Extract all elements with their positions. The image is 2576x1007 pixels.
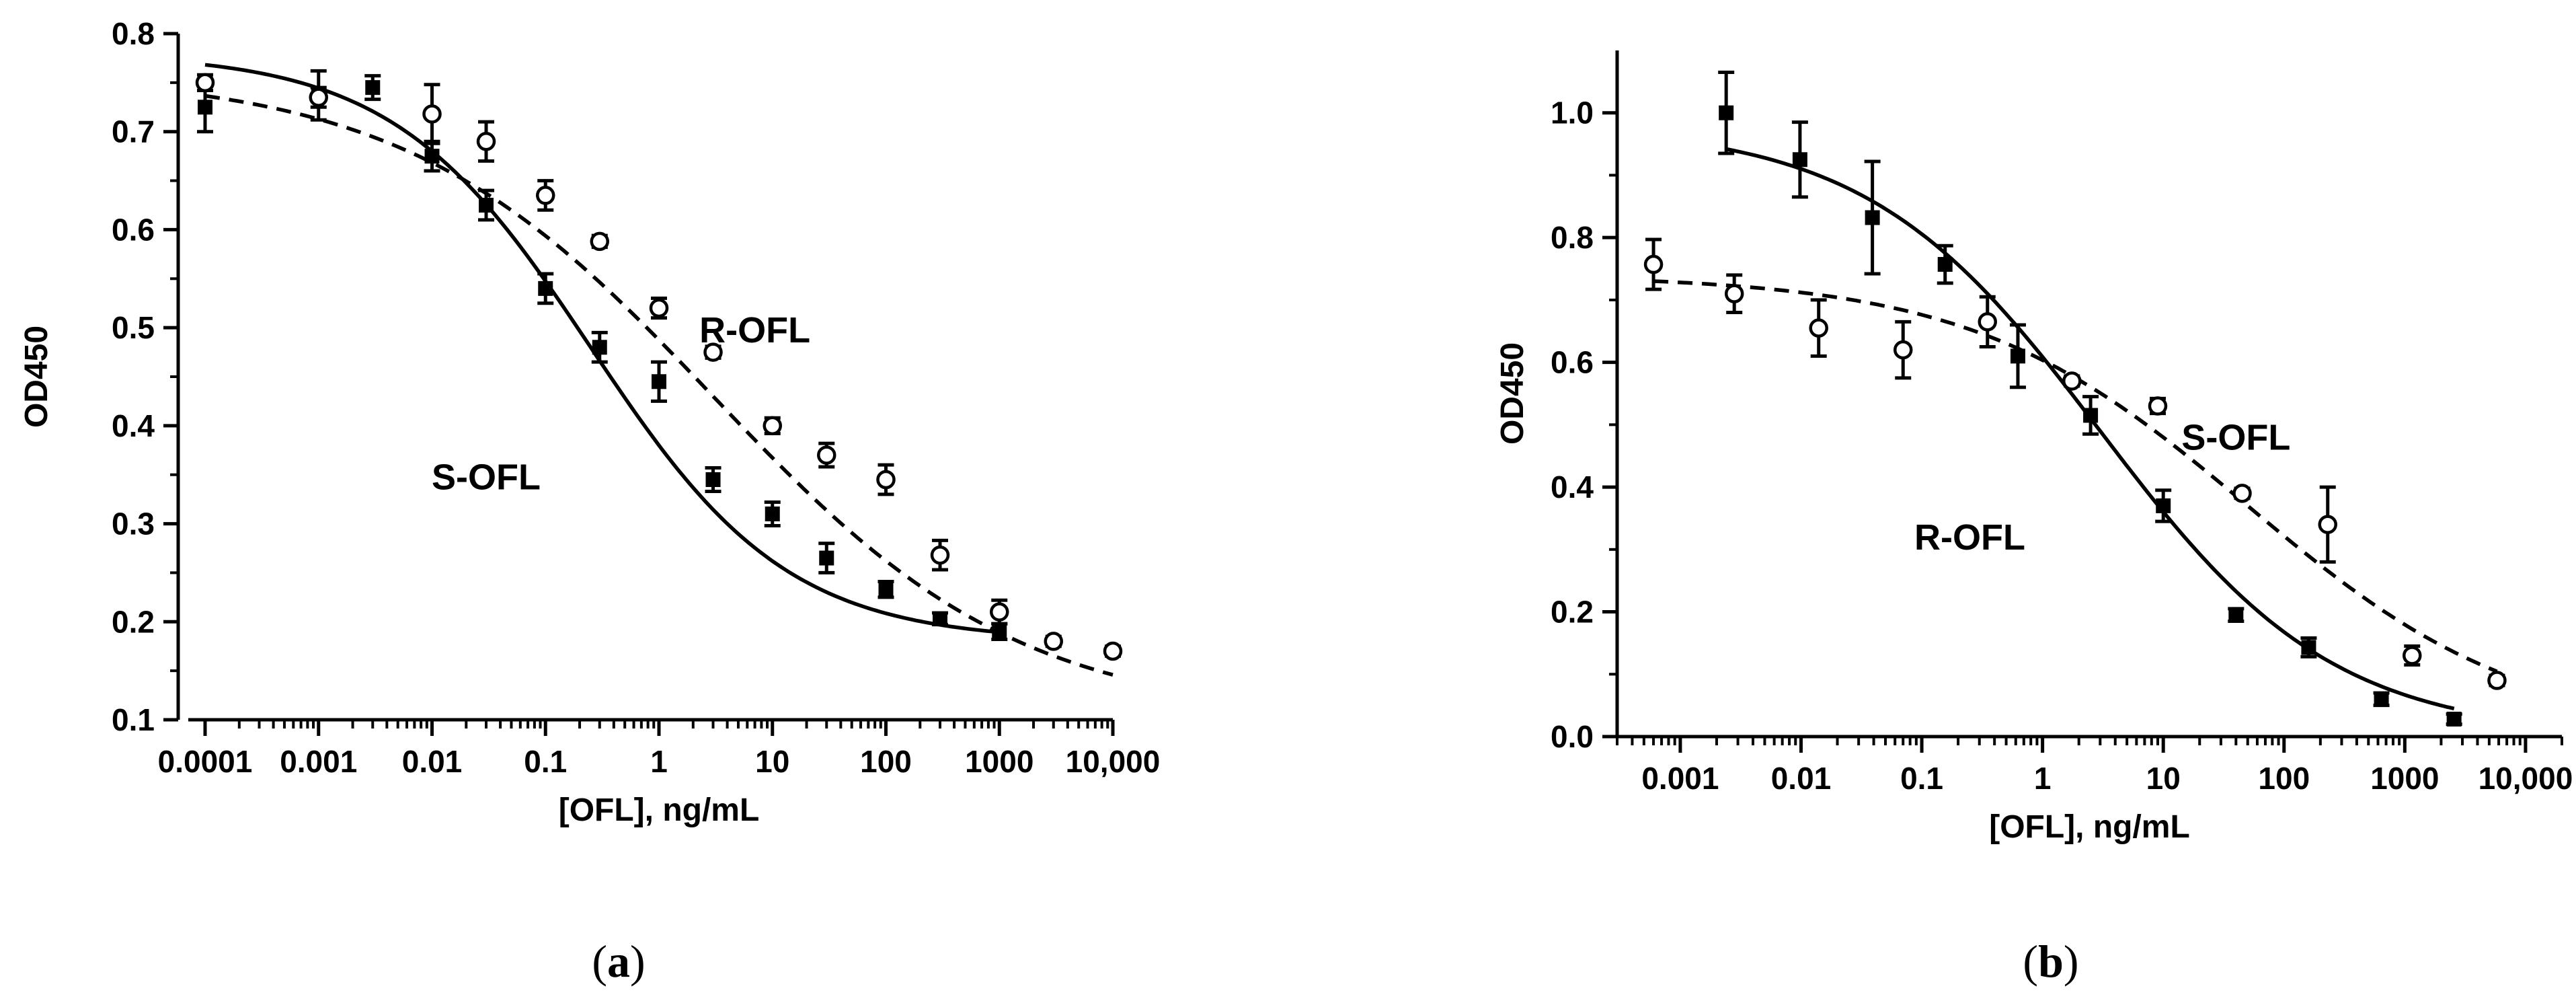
s-ofl-data-point: [424, 149, 440, 164]
s-ofl-data-point: [538, 281, 553, 296]
r-ofl-data-point: [1719, 105, 1734, 120]
x-axis-title: [OFL], ng/mL: [1989, 809, 2190, 845]
r-ofl-data-point: [536, 186, 555, 205]
s-ofl-data-point: [592, 340, 607, 355]
s-ofl-data-point: [479, 198, 494, 213]
s-ofl-data-point: [1978, 312, 1998, 332]
r-ofl-data-point: [2083, 408, 2099, 423]
s-ofl-data-point: [765, 507, 780, 521]
r-ofl-fit-curve: [204, 94, 1114, 677]
r-ofl-data-point: [2010, 348, 2025, 364]
r-ofl-series-label: R-OFL: [1914, 517, 2025, 558]
r-ofl-series-label: R-OFL: [699, 310, 810, 350]
s-ofl-data-point: [2318, 515, 2337, 534]
x-tick-label: 0.001: [1641, 761, 1719, 796]
x-tick-label: 0.0001: [158, 744, 253, 779]
r-ofl-data-point: [590, 231, 610, 252]
y-tick-label: 0.2: [1551, 595, 1594, 630]
y-tick-label: 1.0: [1551, 96, 1594, 130]
r-ofl-data-point: [2228, 607, 2244, 623]
s-ofl-data-point: [2148, 396, 2168, 416]
s-ofl-series-label: S-OFL: [432, 457, 541, 498]
s-ofl-fit-curve: [1653, 279, 2498, 673]
panel-b-chart: 0.0 0.2 0.4 0.6 0.8 1.0 0.001 0.01 0.1 1 10 100 1000…: [1495, 50, 2573, 845]
r-ofl-data-point: [703, 342, 723, 362]
r-ofl-data-point: [422, 104, 442, 124]
r-ofl-data-point: [1865, 210, 1880, 225]
r-ofl-data-point: [476, 132, 496, 151]
r-ofl-data-point: [2374, 692, 2389, 707]
y-tick-label: 0.6: [1551, 345, 1594, 380]
r-ofl-data-point: [876, 470, 896, 490]
s-ofl-data-point: [198, 100, 212, 115]
r-ofl-data-point: [2156, 498, 2171, 513]
r-ofl-data-point: [195, 73, 215, 93]
r-ofl-data-point: [1103, 641, 1123, 661]
y-tick-label: 0.8: [1551, 220, 1594, 255]
y-tick-label: 0.2: [112, 604, 155, 639]
s-ofl-data-point: [1809, 318, 1828, 338]
r-ofl-data-point: [1044, 632, 1064, 651]
y-tick-label: 0.4: [112, 408, 155, 443]
y-tick-label: 0.3: [112, 507, 155, 542]
y-tick-label: 0.8: [112, 16, 155, 51]
s-ofl-data-point: [705, 472, 721, 487]
s-ofl-fit-curve: [204, 63, 1000, 634]
s-ofl-data-point: [933, 611, 948, 626]
x-tick-label: 0.01: [402, 744, 463, 779]
s-ofl-data-point: [878, 582, 894, 597]
x-tick-label: 0.1: [524, 744, 567, 779]
x-tick-label: 10,000: [1066, 744, 1161, 779]
s-ofl-data-point: [2403, 646, 2422, 665]
r-ofl-data-point: [930, 545, 950, 565]
s-ofl-data-point: [1893, 340, 1913, 360]
x-tick-label: 1000: [2370, 761, 2439, 796]
s-ofl-data-point: [2232, 484, 2252, 503]
s-ofl-data-point: [365, 80, 381, 96]
x-tick-label: 1: [650, 744, 668, 779]
r-ofl-data-point: [309, 87, 328, 107]
x-tick-label: 100: [860, 744, 912, 779]
y-tick-label: 0.0: [1551, 719, 1594, 754]
r-ofl-data-point: [1792, 152, 1807, 167]
y-axis-title: OD450: [19, 326, 54, 428]
r-ofl-data-point: [763, 416, 782, 436]
r-ofl-data-point: [990, 602, 1009, 622]
panel-a-chart: 0.1 0.2 0.3 0.4 0.5 0.6 0.7 0.8 0.0001 0.001 0.01 0…: [19, 16, 1160, 828]
s-ofl-data-point: [1643, 254, 1664, 274]
r-ofl-data-point: [2301, 640, 2316, 655]
s-ofl-data-point: [819, 550, 834, 566]
x-tick-label: 0.01: [1771, 761, 1832, 796]
x-tick-label: 0.001: [280, 744, 357, 779]
s-ofl-data-point: [2062, 371, 2082, 391]
r-ofl-data-point: [2446, 712, 2462, 727]
s-ofl-data-point: [2487, 671, 2507, 690]
x-axis-title: [OFL], ng/mL: [559, 792, 760, 828]
s-ofl-data-point: [652, 374, 666, 389]
s-ofl-series-label: S-OFL: [2181, 417, 2290, 457]
y-tick-label: 0.4: [1551, 470, 1594, 505]
x-tick-label: 1000: [965, 744, 1033, 779]
s-ofl-data-point: [1724, 284, 1744, 303]
r-ofl-data-point: [649, 298, 669, 318]
r-ofl-data-point: [817, 445, 836, 465]
panel-a-caption: (a): [592, 936, 645, 987]
y-tick-label: 0.5: [112, 310, 155, 345]
x-tick-label: 1: [2034, 761, 2052, 796]
panel-b-caption: (b): [2023, 936, 2078, 987]
x-tick-label: 10: [755, 744, 789, 779]
x-tick-label: 10,000: [2479, 761, 2573, 796]
x-tick-label: 100: [2258, 761, 2310, 796]
y-tick-label: 0.1: [112, 702, 155, 737]
x-tick-label: 10: [2146, 761, 2181, 796]
y-tick-label: 0.6: [112, 212, 155, 247]
x-tick-label: 0.1: [1900, 761, 1943, 796]
y-axis-title: OD450: [1495, 342, 1530, 445]
y-tick-label: 0.7: [112, 114, 155, 149]
r-ofl-data-point: [1937, 257, 1953, 272]
